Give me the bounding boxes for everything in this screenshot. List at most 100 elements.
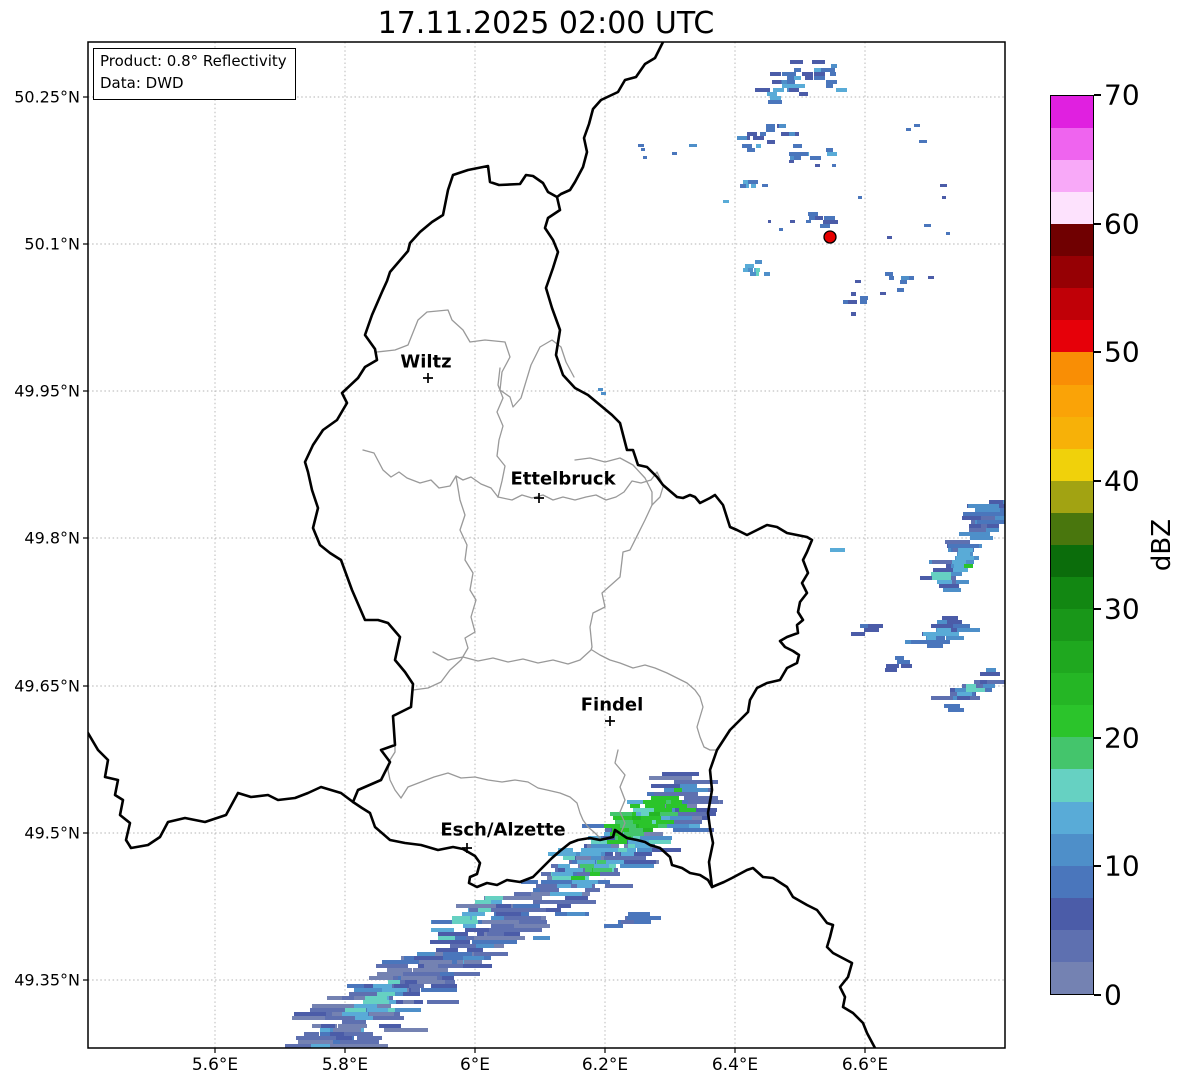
- radar-cell: [750, 272, 756, 276]
- radar-cell: [1003, 500, 1005, 504]
- radar-cell: [748, 268, 753, 272]
- radar-cell: [310, 1008, 351, 1012]
- radar-cell: [723, 200, 729, 203]
- radar-cell: [394, 984, 409, 988]
- radar-cell: [621, 852, 634, 856]
- radar-cell: [808, 212, 818, 216]
- radar-cell: [588, 868, 600, 872]
- radar-cell: [428, 972, 454, 976]
- radar-cell: [945, 632, 959, 636]
- colorbar-tick: [1094, 351, 1101, 354]
- radar-cell: [966, 688, 976, 692]
- radar-cell: [860, 300, 867, 304]
- radar-cell: [814, 72, 825, 76]
- radar-cell: [464, 960, 482, 964]
- radar-cell: [601, 392, 606, 395]
- radar-cell: [436, 948, 458, 952]
- radar-cell: [933, 568, 955, 572]
- radar-cell: [827, 152, 837, 156]
- radar-cell: [911, 640, 930, 644]
- radar-cell: [889, 276, 894, 280]
- radar-cell: [567, 912, 585, 916]
- radar-cell: [462, 912, 485, 916]
- radar-cell: [628, 912, 650, 916]
- radar-cell: [674, 780, 718, 784]
- radar-cell: [935, 576, 951, 580]
- canton-border-esch-west-connector: [387, 744, 402, 799]
- radar-cell: [927, 640, 950, 644]
- colorbar-unit-label: dBZ: [1147, 518, 1177, 572]
- radar-cell: [331, 1004, 366, 1008]
- radar-cell: [806, 220, 811, 223]
- radar-cell: [513, 904, 540, 908]
- radar-cell: [355, 1016, 373, 1020]
- radar-cell: [401, 960, 440, 964]
- radar-cell: [598, 388, 601, 391]
- colorbar-tick-label: 50: [1104, 335, 1140, 369]
- colorbar-segment: [1051, 480, 1093, 513]
- radar-cell: [510, 928, 542, 932]
- x-tick-label: 6.4°E: [711, 1055, 759, 1075]
- radar-cell: [581, 848, 601, 852]
- radar-cell: [649, 812, 669, 816]
- radar-cell: [597, 860, 606, 864]
- radar-cell: [989, 500, 1003, 504]
- radar-cell: [932, 560, 952, 564]
- radar-cell: [897, 288, 904, 292]
- city-label: Findel: [580, 694, 644, 716]
- city-label: Wiltz: [400, 351, 452, 373]
- colorbar-segment: [1051, 384, 1093, 417]
- radar-cell: [799, 92, 808, 96]
- radar-cell: [620, 864, 654, 868]
- radar-cell: [754, 272, 759, 276]
- radar-cell: [369, 1008, 388, 1012]
- radar-cell: [431, 928, 454, 932]
- radar-cell: [369, 1016, 391, 1020]
- radar-cell: [864, 628, 874, 632]
- radar-cell: [591, 840, 610, 844]
- radar-cell: [382, 988, 407, 992]
- radar-cell: [645, 916, 661, 920]
- radar-cell: [577, 860, 595, 864]
- radar-cell: [755, 88, 768, 92]
- colorbar-segment: [1051, 224, 1093, 257]
- radar-cell: [651, 824, 667, 828]
- radar-cell: [600, 848, 618, 852]
- radar-cell: [433, 976, 454, 980]
- radar-cell: [996, 504, 1005, 508]
- radar-cell: [587, 864, 609, 868]
- radar-cell: [387, 1008, 421, 1012]
- y-tick-label: 49.8°N: [24, 528, 80, 548]
- radar-cell: [377, 972, 403, 976]
- radar-cell: [465, 928, 503, 932]
- radar-cell: [958, 548, 973, 552]
- radar-cell: [939, 584, 959, 588]
- city-label: Esch/Alzette: [440, 819, 566, 841]
- radar-cell: [384, 1028, 428, 1032]
- radar-cell: [789, 132, 795, 136]
- radar-cell: [664, 824, 689, 828]
- colorbar-segment: [1051, 929, 1093, 962]
- radar-cell: [582, 824, 618, 828]
- radar-cell: [852, 632, 863, 636]
- radar-cell: [667, 820, 702, 824]
- radar-cell: [928, 276, 934, 279]
- city-marker-icon: [534, 493, 544, 503]
- radar-cell: [363, 1000, 389, 1004]
- radar-cell: [638, 144, 644, 147]
- radar-cell: [333, 1028, 361, 1032]
- radar-cell: [414, 956, 443, 960]
- y-tick-label: 49.95°N: [14, 381, 80, 401]
- radar-cell: [580, 864, 594, 868]
- radar-cell: [980, 672, 1000, 676]
- radar-cell: [959, 532, 979, 536]
- radar-cell: [843, 300, 851, 304]
- radar-cell: [789, 152, 799, 156]
- radar-cell: [753, 136, 764, 140]
- radar-cell: [481, 908, 521, 912]
- radar-cell: [531, 892, 560, 896]
- radar-cell: [956, 564, 966, 568]
- colorbar-segment: [1051, 512, 1093, 545]
- radar-cell: [809, 216, 815, 220]
- radar-cell: [504, 916, 541, 920]
